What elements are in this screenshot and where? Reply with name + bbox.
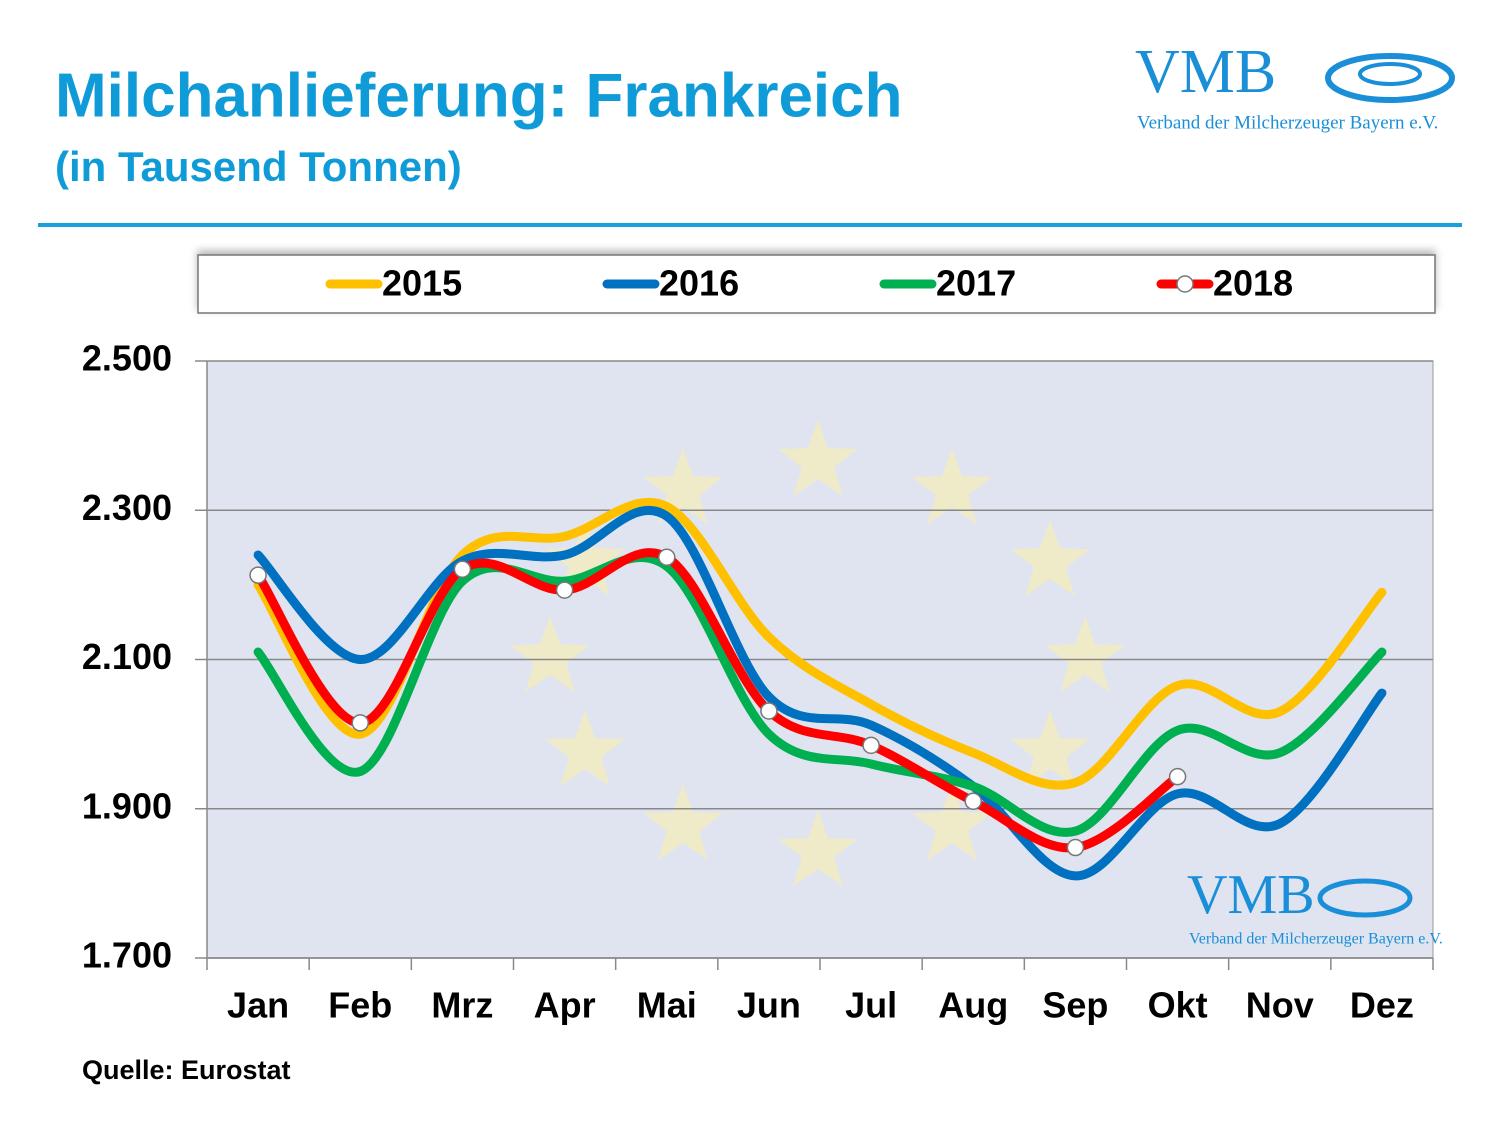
logo-swirl [1317, 878, 1413, 918]
logo-name: VMB [1135, 38, 1276, 106]
point-marker [964, 792, 982, 811]
x-tick-label: Mrz [431, 985, 493, 1026]
legend-label: 2015 [382, 263, 462, 304]
y-tick-label: 2.300 [82, 487, 172, 528]
logo-swirl [1325, 53, 1455, 103]
x-tick-label: Feb [328, 985, 392, 1026]
star [1045, 616, 1125, 692]
y-tick-label: 1.700 [82, 935, 172, 976]
point-marker [658, 548, 676, 567]
point-marker [555, 581, 574, 599]
point-marker [1168, 767, 1187, 786]
logo-name: VMB [1187, 864, 1315, 926]
star [643, 784, 723, 860]
point-marker [862, 736, 880, 755]
legend-box [197, 254, 1436, 314]
y-tick-label: 1.900 [82, 785, 172, 826]
x-tick-label: Jun [737, 985, 801, 1026]
x-tick-label: Okt [1148, 985, 1208, 1026]
point-marker [1066, 838, 1085, 857]
watermark: VMB Verband der Milcherzeuger Bayern e.V… [1187, 864, 1443, 948]
y-tick-label: 2.500 [82, 338, 172, 379]
x-tick-label: Sep [1042, 985, 1108, 1026]
legend-label: 2018 [1213, 263, 1293, 304]
star [778, 810, 858, 886]
legend-marker [1176, 275, 1194, 293]
series-line [253, 552, 1387, 837]
y-tick-label: 2.100 [82, 636, 172, 677]
series-line [253, 505, 1387, 881]
legend-label: 2017 [936, 263, 1016, 304]
source-note: Quelle: Eurostat [82, 1055, 291, 1085]
logo-swirl [1358, 62, 1422, 86]
x-tick-label: Nov [1246, 985, 1314, 1026]
star [778, 420, 858, 496]
star [545, 710, 625, 786]
chart-subtitle: (in Tausend Tonnen) [55, 143, 462, 190]
star [545, 520, 625, 596]
point-marker [351, 714, 369, 732]
logo-subtitle: Verband der Milcherzeuger Bayern e.V. [1189, 931, 1443, 948]
series-line [253, 548, 1183, 853]
star [1010, 520, 1090, 596]
x-tick-label: Jul [845, 985, 897, 1026]
star [643, 448, 723, 524]
logo-subtitle: Verband der Milcherzeuger Bayern e.V. [1137, 112, 1438, 133]
star [912, 784, 992, 860]
background-stars [510, 420, 1125, 886]
chart-title: Milchanlieferung: Frankreich [55, 61, 903, 130]
star [912, 448, 992, 524]
logo: VMB Verband der Milcherzeuger Bayern e.V… [1135, 38, 1455, 133]
x-tick-label: Aug [938, 985, 1008, 1026]
star [1010, 710, 1090, 786]
x-tick-label: Jan [227, 985, 289, 1026]
point-marker [249, 566, 267, 584]
star [510, 616, 590, 692]
point-marker [453, 560, 472, 578]
point-marker [760, 702, 778, 720]
x-tick-label: Mai [637, 985, 697, 1026]
x-tick-label: Apr [534, 985, 596, 1026]
legend-label: 2016 [659, 263, 739, 304]
x-tick-label: Dez [1350, 985, 1414, 1026]
